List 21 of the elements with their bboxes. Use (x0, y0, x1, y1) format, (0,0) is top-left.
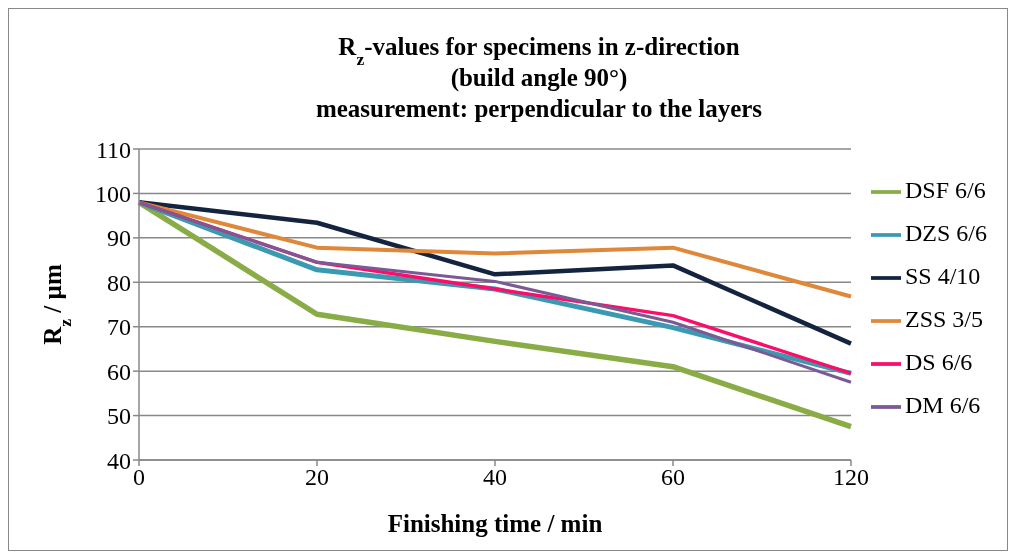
legend-label: SS 4/10 (904, 263, 981, 289)
y-tick-label: 60 (107, 358, 131, 385)
y-tick-label: 70 (107, 314, 131, 341)
chart-title: R$_{z}$-values for specimens in z-direction (build angle 90°) measurement: perpendicular to the layers (315, 33, 763, 122)
legend-label: DZS 6/6 (904, 220, 987, 246)
y-tick-label: 90 (107, 225, 131, 252)
y-tick-label: 50 (107, 403, 131, 430)
x-tick-label: 60 (660, 464, 685, 491)
y-tick-label: 40 (107, 447, 131, 474)
y-tick-label: 80 (107, 269, 131, 296)
legend-label: DSF 6/6 (904, 177, 986, 203)
x-tick-label: 0 (133, 464, 145, 491)
x-tick-label: 40 (482, 464, 507, 491)
legend-label: DS 6/6 (904, 349, 973, 375)
legend-label: ZSS 3/5 (904, 306, 984, 332)
y-tick-label: 100 (95, 180, 131, 207)
x-tick-label: 120 (832, 464, 869, 491)
legend-label: DM 6/6 (904, 392, 981, 418)
x-tick-label: 20 (305, 464, 329, 491)
y-tick-label: 110 (95, 136, 131, 163)
x-axis-title: Finishing time / min (387, 510, 603, 537)
